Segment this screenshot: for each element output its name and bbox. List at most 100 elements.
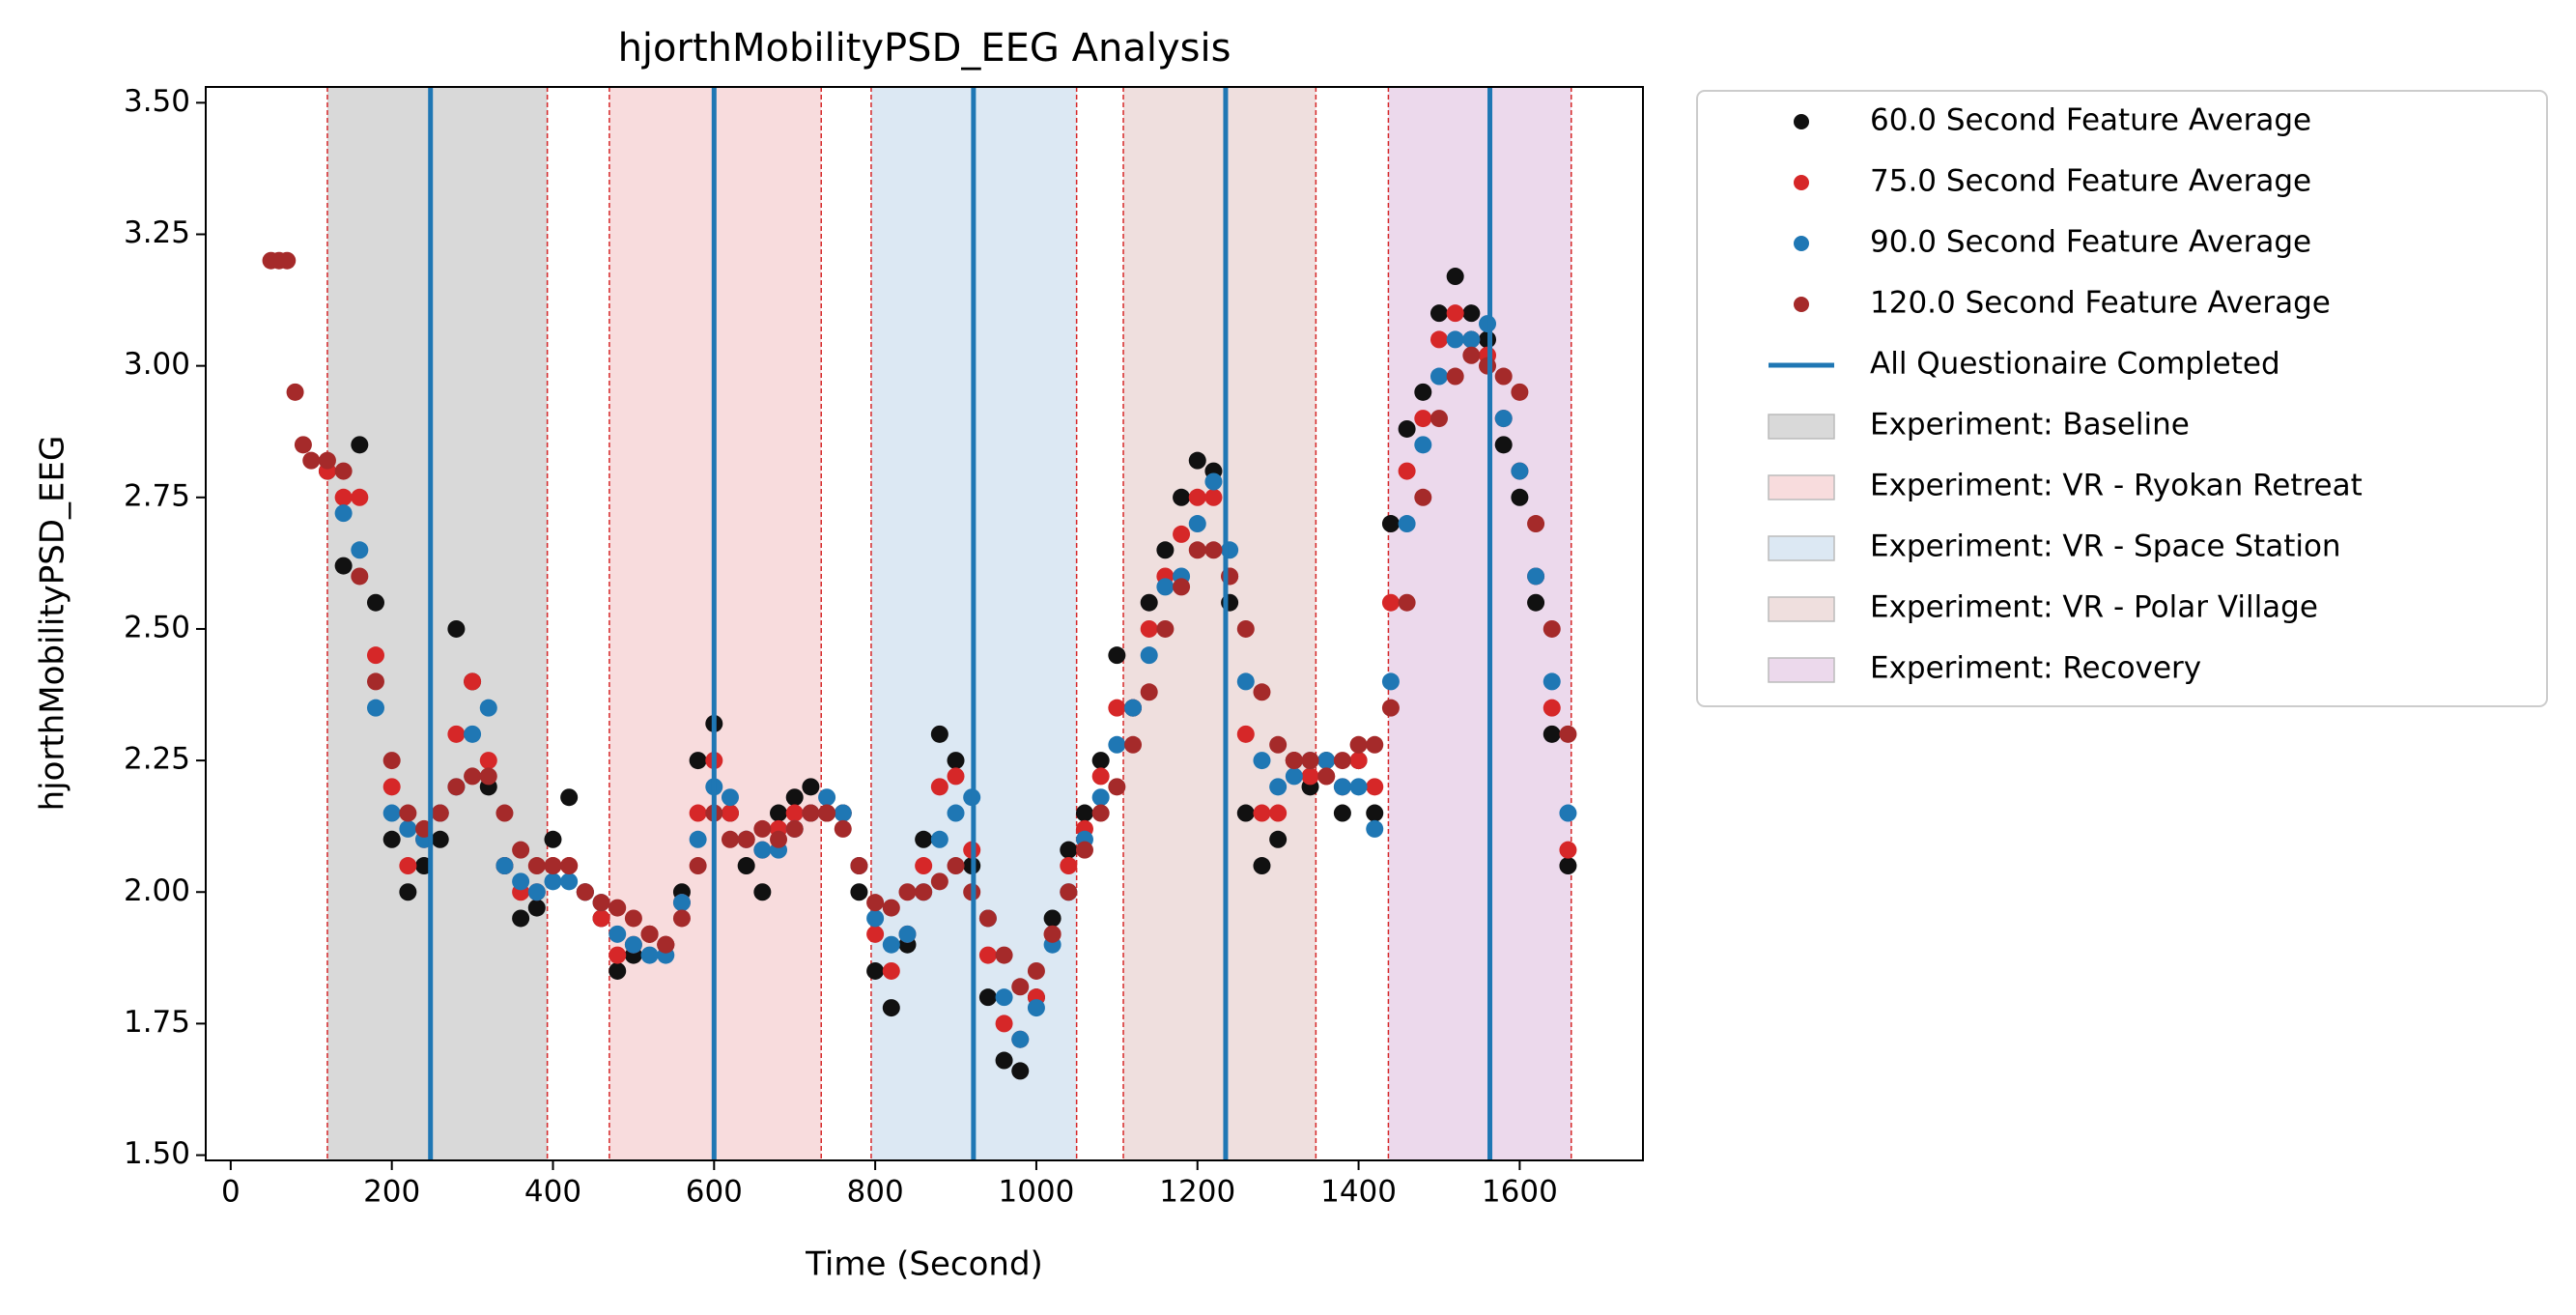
y-tick-label: 2.75 [124,478,190,513]
data-point [1381,515,1400,533]
data-point [1253,752,1271,770]
legend-label: 120.0 Second Feature Average [1870,286,2331,321]
data-point [464,725,482,743]
legend-label: 90.0 Second Feature Average [1870,225,2311,260]
y-tick-label: 2.25 [124,742,190,777]
data-point [978,946,997,964]
data-point [1188,541,1206,559]
data-point [1462,330,1481,349]
data-point [1043,909,1062,928]
data-point [689,857,707,875]
data-point [1285,767,1303,786]
data-point [1333,778,1351,796]
data-point [1060,857,1078,875]
data-point [866,961,885,980]
legend-patch [1768,657,1835,683]
data-point [1075,841,1093,859]
data-point [1108,646,1126,665]
data-point [334,488,353,506]
data-point [334,504,353,523]
data-point [1381,672,1400,691]
data-point [1366,804,1384,822]
data-point [1188,515,1206,533]
data-point [1156,541,1175,559]
data-point [1527,515,1545,533]
data-point [1333,804,1351,822]
data-point [882,999,900,1017]
legend-patch [1768,535,1835,561]
legend-label: Experiment: Recovery [1870,651,2201,686]
data-point [1511,383,1529,401]
data-point [1349,752,1368,770]
data-point [753,841,772,859]
data-point [1173,525,1191,543]
legend-label: Experiment: VR - Ryokan Retreat [1870,469,2363,503]
data-point [1173,488,1191,506]
data-point [1381,593,1400,612]
y-tick-label: 3.00 [124,347,190,382]
data-point [1269,778,1288,796]
data-point [1011,978,1030,996]
data-point [1301,752,1319,770]
data-point [1140,593,1158,612]
data-point [366,593,384,612]
data-point [544,830,562,848]
data-point [1430,367,1448,386]
data-point [1543,672,1561,691]
data-point [834,819,852,838]
y-tick-label: 3.25 [124,215,190,250]
data-point [334,462,353,480]
data-point [382,804,401,822]
legend-marker [1794,114,1809,129]
legend-label: Experiment: VR - Polar Village [1870,590,2318,625]
data-point [1430,330,1448,349]
legend-patch [1768,474,1835,500]
data-point [609,946,627,964]
y-tick-label: 2.00 [124,873,190,908]
data-point [915,857,933,875]
data-point [302,451,321,470]
data-point [753,819,772,838]
data-point [1236,725,1255,743]
data-point [1494,436,1513,454]
data-point [1140,646,1158,665]
x-tick-label: 1400 [1320,1175,1397,1210]
data-point [1253,857,1271,875]
data-point [1075,804,1093,822]
data-point [930,778,948,796]
x-tick-label: 0 [221,1175,241,1210]
data-point [1060,883,1078,901]
data-point [1173,578,1191,596]
data-point [1398,462,1416,480]
data-point [1559,725,1577,743]
data-point [399,857,417,875]
data-point [818,788,836,807]
data-point [866,894,885,912]
x-tick-label: 800 [847,1175,904,1210]
data-point [640,925,659,943]
data-point [399,883,417,901]
data-point [479,699,497,717]
data-point [1494,410,1513,428]
data-point [512,872,530,891]
data-point [1188,488,1206,506]
y-tick-label: 3.50 [124,84,190,119]
data-point [366,672,384,691]
data-point [447,619,466,638]
data-point [1269,830,1288,848]
data-point [1253,804,1271,822]
data-point [995,1015,1013,1033]
data-point [947,804,965,822]
data-point [1011,1030,1030,1048]
data-point [592,894,610,912]
x-axis-label: Time (Second) [805,1245,1043,1284]
data-point [624,935,642,954]
data-point [1124,735,1143,754]
chart-title: hjorthMobilityPSD_EEG Analysis [618,26,1231,71]
data-point [479,767,497,786]
data-point [1091,788,1110,807]
data-point [351,541,369,559]
data-point [1366,819,1384,838]
data-point [1446,304,1464,323]
